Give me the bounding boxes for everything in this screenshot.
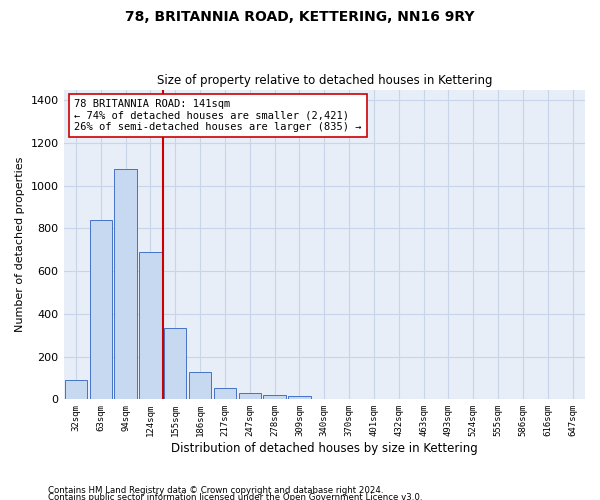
Bar — [89, 220, 112, 400]
Bar — [164, 328, 187, 400]
Text: 78 BRITANNIA ROAD: 141sqm
← 74% of detached houses are smaller (2,421)
26% of se: 78 BRITANNIA ROAD: 141sqm ← 74% of detac… — [74, 99, 361, 132]
Bar — [214, 388, 236, 400]
Bar — [65, 380, 87, 400]
Text: Contains public sector information licensed under the Open Government Licence v3: Contains public sector information licen… — [48, 494, 422, 500]
Text: 78, BRITANNIA ROAD, KETTERING, NN16 9RY: 78, BRITANNIA ROAD, KETTERING, NN16 9RY — [125, 10, 475, 24]
Bar — [189, 372, 211, 400]
Title: Size of property relative to detached houses in Kettering: Size of property relative to detached ho… — [157, 74, 492, 87]
Bar — [239, 393, 261, 400]
Text: Contains HM Land Registry data © Crown copyright and database right 2024.: Contains HM Land Registry data © Crown c… — [48, 486, 383, 495]
Bar — [288, 396, 311, 400]
Bar — [263, 395, 286, 400]
Bar — [115, 168, 137, 400]
Bar — [139, 252, 161, 400]
X-axis label: Distribution of detached houses by size in Kettering: Distribution of detached houses by size … — [171, 442, 478, 455]
Y-axis label: Number of detached properties: Number of detached properties — [15, 157, 25, 332]
